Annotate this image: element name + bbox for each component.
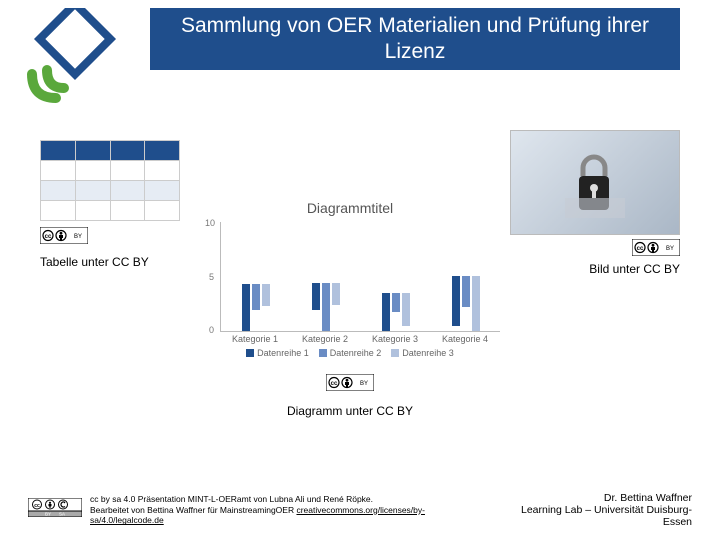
bar	[392, 293, 400, 313]
x-label: Kategorie 3	[372, 334, 418, 344]
footer-org: Learning Lab – Universität Duisburg-Esse…	[494, 504, 692, 528]
table-caption: Tabelle unter CC BY	[40, 255, 180, 269]
bar	[402, 293, 410, 326]
bar	[252, 284, 260, 310]
cc-by-icon: cc BY	[632, 239, 680, 256]
legend-label: Datenreihe 3	[402, 348, 454, 358]
chart-area: 10 5 0	[220, 222, 500, 332]
y-tick: 10	[205, 218, 215, 228]
legend-item: Datenreihe 3	[391, 348, 454, 358]
bar-group	[312, 283, 340, 331]
cc-by-icon: cc BY	[326, 374, 374, 391]
legend-item: Datenreihe 1	[246, 348, 309, 358]
bar	[262, 284, 270, 306]
footer-line2-pre: Bearbeitet von Bettina Waffner für Mains…	[90, 505, 296, 515]
bar-group	[382, 293, 410, 332]
svg-text:BY: BY	[74, 234, 82, 240]
bar	[452, 276, 460, 326]
chart-block: Diagrammtitel 10 5 0 Kategorie 1Kategori…	[200, 200, 500, 418]
bar	[312, 283, 320, 311]
image-caption: Bild unter CC BY	[510, 262, 680, 276]
table-row	[41, 141, 180, 161]
table-row	[41, 161, 180, 181]
footer: cc BY SA cc by sa 4.0 Präsentation MINT-…	[0, 492, 720, 528]
svg-text:cc: cc	[331, 381, 338, 387]
sample-table	[40, 140, 180, 221]
bar	[382, 293, 390, 332]
footer-author: Dr. Bettina Waffner	[494, 492, 692, 504]
bar	[472, 276, 480, 331]
title-bar: Sammlung von OER Materialien und Prüfung…	[150, 8, 680, 70]
legend-item: Datenreihe 2	[319, 348, 382, 358]
bar	[242, 284, 250, 331]
footer-left: cc BY SA cc by sa 4.0 Präsentation MINT-…	[28, 494, 494, 526]
x-label: Kategorie 4	[442, 334, 488, 344]
logo-diamond-icon	[12, 8, 142, 98]
y-tick: 0	[209, 325, 214, 335]
legend-label: Datenreihe 1	[257, 348, 309, 358]
chart-caption: Diagramm unter CC BY	[200, 404, 500, 418]
cc-by-icon: cc BY	[40, 227, 88, 244]
x-label: Kategorie 1	[232, 334, 278, 344]
legend-swatch	[246, 349, 254, 357]
svg-text:cc: cc	[637, 246, 644, 252]
legend-label: Datenreihe 2	[330, 348, 382, 358]
legend-swatch	[319, 349, 327, 357]
svg-text:BY: BY	[45, 512, 51, 517]
footer-right: Dr. Bettina Waffner Learning Lab – Unive…	[494, 492, 692, 528]
bar	[332, 283, 340, 305]
cc-by-sa-icon: cc BY SA	[28, 498, 82, 522]
chart-title: Diagrammtitel	[200, 200, 500, 216]
svg-text:SA: SA	[59, 512, 65, 517]
footer-line1: cc by sa 4.0 Präsentation MINT-L-OERamt …	[90, 494, 373, 504]
chart-legend: Datenreihe 1 Datenreihe 2 Datenreihe 3	[200, 348, 500, 358]
svg-text:cc: cc	[34, 503, 40, 509]
table-block: cc BY Tabelle unter CC BY	[40, 140, 180, 269]
svg-text:cc: cc	[45, 234, 52, 240]
footer-credit: cc by sa 4.0 Präsentation MINT-L-OERamt …	[90, 494, 494, 526]
table-row	[41, 181, 180, 201]
svg-text:BY: BY	[666, 246, 674, 252]
svg-text:BY: BY	[360, 381, 368, 387]
bar-group	[242, 284, 270, 331]
x-label: Kategorie 2	[302, 334, 348, 344]
page-title: Sammlung von OER Materialien und Prüfung…	[150, 13, 680, 66]
x-labels: Kategorie 1 Kategorie 2 Kategorie 3 Kategor…	[220, 334, 500, 344]
y-tick: 5	[209, 272, 214, 282]
image-block: cc BY Bild unter CC BY	[510, 130, 680, 276]
table-row	[41, 201, 180, 221]
legend-swatch	[391, 349, 399, 357]
bar	[322, 283, 330, 331]
content-area: cc BY Tabelle unter CC BY cc	[0, 130, 720, 430]
bar	[462, 276, 470, 307]
bar-group	[452, 276, 480, 331]
padlock-image	[510, 130, 680, 235]
